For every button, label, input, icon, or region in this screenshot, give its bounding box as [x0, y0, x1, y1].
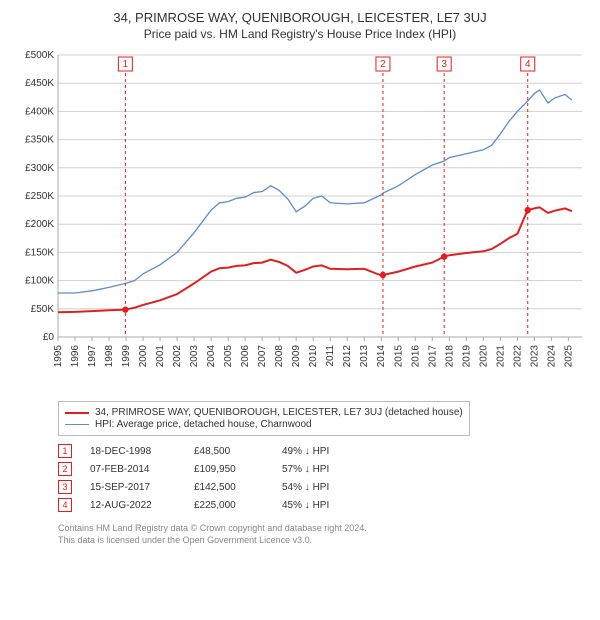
svg-text:2015: 2015 — [393, 345, 404, 368]
chart-area: £0 £50K £100K £150K £200K £250K £300K £350K £400… — [14, 49, 586, 389]
svg-text:2014: 2014 — [376, 345, 387, 368]
tx-date: 12-AUG-2022 — [90, 500, 176, 511]
svg-text:2022: 2022 — [512, 345, 523, 368]
svg-text:£400K: £400K — [25, 106, 54, 117]
svg-text:2012: 2012 — [342, 345, 353, 368]
svg-text:2005: 2005 — [223, 345, 234, 368]
tx-pct: 54% ↓ HPI — [282, 482, 372, 493]
svg-text:1995: 1995 — [53, 345, 64, 368]
tx-date: 15-SEP-2017 — [90, 482, 176, 493]
svg-text:2001: 2001 — [155, 345, 166, 368]
tx-badge: 3 — [58, 480, 72, 494]
svg-text:£450K: £450K — [25, 78, 54, 89]
tx-date: 18-DEC-1998 — [90, 446, 176, 457]
tx-price: £142,500 — [194, 482, 264, 493]
footer: Contains HM Land Registry data © Crown c… — [58, 522, 586, 546]
svg-text:2020: 2020 — [478, 345, 489, 368]
legend-row-hpi: HPI: Average price, detached house, Char… — [65, 419, 463, 430]
svg-text:1996: 1996 — [70, 345, 81, 368]
legend-label-hpi: HPI: Average price, detached house, Char… — [95, 419, 312, 430]
svg-text:£200K: £200K — [25, 219, 54, 230]
svg-text:2025: 2025 — [563, 345, 574, 368]
tx-badge: 1 — [58, 444, 72, 458]
svg-text:1999: 1999 — [121, 345, 132, 368]
chart-svg: £0 £50K £100K £150K £200K £250K £300K £350K £400… — [14, 49, 586, 389]
table-row: 2 07-FEB-2014 £109,950 57% ↓ HPI — [58, 462, 586, 476]
svg-text:2000: 2000 — [138, 345, 149, 368]
svg-text:2021: 2021 — [495, 345, 506, 368]
svg-text:2004: 2004 — [206, 345, 217, 368]
svg-text:2008: 2008 — [274, 345, 285, 368]
svg-text:2007: 2007 — [257, 345, 268, 368]
footer-line-2: This data is licensed under the Open Gov… — [58, 534, 586, 546]
svg-text:£300K: £300K — [25, 163, 54, 174]
svg-text:3: 3 — [441, 59, 447, 70]
tx-badge: 2 — [58, 462, 72, 476]
svg-text:2009: 2009 — [291, 345, 302, 368]
legend-label-property: 34, PRIMROSE WAY, QUENIBOROUGH, LEICESTE… — [95, 407, 463, 418]
svg-text:2016: 2016 — [410, 345, 421, 368]
tx-price: £225,000 — [194, 500, 264, 511]
table-row: 3 15-SEP-2017 £142,500 54% ↓ HPI — [58, 480, 586, 494]
table-row: 4 12-AUG-2022 £225,000 45% ↓ HPI — [58, 498, 586, 512]
svg-text:2010: 2010 — [308, 345, 319, 368]
legend-row-property: 34, PRIMROSE WAY, QUENIBOROUGH, LEICESTE… — [65, 407, 463, 418]
tx-date: 07-FEB-2014 — [90, 464, 176, 475]
legend-swatch-hpi — [65, 424, 89, 425]
tx-badge: 4 — [58, 498, 72, 512]
svg-text:2: 2 — [380, 59, 386, 70]
svg-text:2023: 2023 — [529, 345, 540, 368]
svg-text:2018: 2018 — [444, 345, 455, 368]
transaction-table: 1 18-DEC-1998 £48,500 49% ↓ HPI 2 07-FEB-2014… — [58, 444, 586, 512]
svg-text:£350K: £350K — [25, 135, 54, 146]
svg-text:2013: 2013 — [359, 345, 370, 368]
svg-text:1998: 1998 — [104, 345, 115, 368]
svg-text:£0: £0 — [43, 332, 55, 343]
svg-text:4: 4 — [525, 59, 531, 70]
svg-text:2002: 2002 — [172, 345, 183, 368]
svg-text:1: 1 — [123, 59, 129, 70]
tx-pct: 57% ↓ HPI — [282, 464, 372, 475]
tx-pct: 49% ↓ HPI — [282, 446, 372, 457]
chart-title: 34, PRIMROSE WAY, QUENIBOROUGH, LEICESTE… — [14, 10, 586, 25]
svg-text:£150K: £150K — [25, 247, 54, 258]
svg-text:2003: 2003 — [189, 345, 200, 368]
svg-text:2024: 2024 — [546, 345, 557, 368]
legend: 34, PRIMROSE WAY, QUENIBOROUGH, LEICESTE… — [58, 401, 470, 436]
svg-text:£250K: £250K — [25, 191, 54, 202]
tx-price: £109,950 — [194, 464, 264, 475]
svg-text:£50K: £50K — [31, 304, 55, 315]
svg-text:2011: 2011 — [325, 345, 336, 367]
legend-swatch-property — [65, 412, 89, 414]
tx-pct: 45% ↓ HPI — [282, 500, 372, 511]
table-row: 1 18-DEC-1998 £48,500 49% ↓ HPI — [58, 444, 586, 458]
chart-subtitle: Price paid vs. HM Land Registry's House … — [14, 27, 586, 41]
svg-text:2006: 2006 — [240, 345, 251, 368]
footer-line-1: Contains HM Land Registry data © Crown c… — [58, 522, 586, 534]
svg-text:2019: 2019 — [461, 345, 472, 368]
svg-text:£100K: £100K — [25, 276, 54, 287]
svg-text:1997: 1997 — [87, 345, 98, 368]
tx-price: £48,500 — [194, 446, 264, 457]
svg-text:2017: 2017 — [427, 345, 438, 368]
svg-text:£500K: £500K — [25, 50, 54, 61]
